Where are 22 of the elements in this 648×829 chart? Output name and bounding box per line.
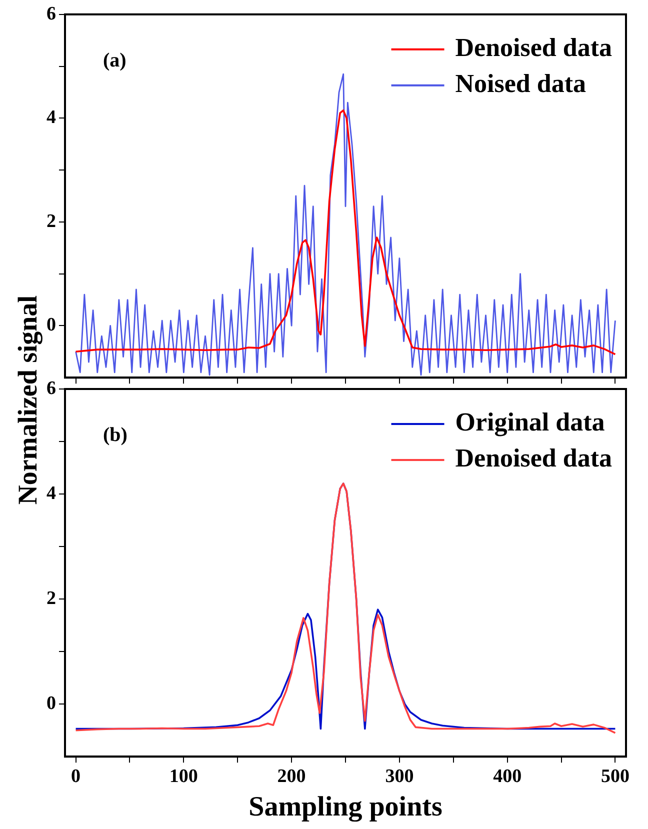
y-tick-label: 2: [46, 210, 56, 232]
annotation: (b): [103, 424, 128, 446]
y-tick-label: 4: [46, 482, 56, 504]
y-tick-label: 2: [46, 588, 56, 609]
legend-label: Noised data: [455, 69, 586, 98]
legend-label: Denoised data: [455, 444, 612, 473]
x-tick-label: 500: [600, 766, 630, 787]
x-tick-label: 300: [385, 766, 414, 787]
x-tick-label: 0: [71, 766, 81, 787]
x-axis-title: Sampling points: [248, 791, 442, 822]
y-tick-label: 6: [46, 3, 56, 24]
legend-label: Original data: [455, 408, 605, 437]
y-axis-title: Normalized signal: [12, 295, 44, 505]
annotation: (a): [103, 50, 126, 72]
x-tick-label: 200: [277, 766, 306, 787]
legend-label: Denoised data: [455, 33, 612, 62]
x-tick-label: 100: [169, 766, 198, 787]
y-tick-label: 4: [46, 107, 56, 128]
y-tick-label: 0: [46, 314, 56, 336]
y-tick-label: 0: [46, 692, 56, 714]
x-tick-label: 400: [493, 766, 522, 787]
y-tick-label: 6: [46, 378, 56, 399]
